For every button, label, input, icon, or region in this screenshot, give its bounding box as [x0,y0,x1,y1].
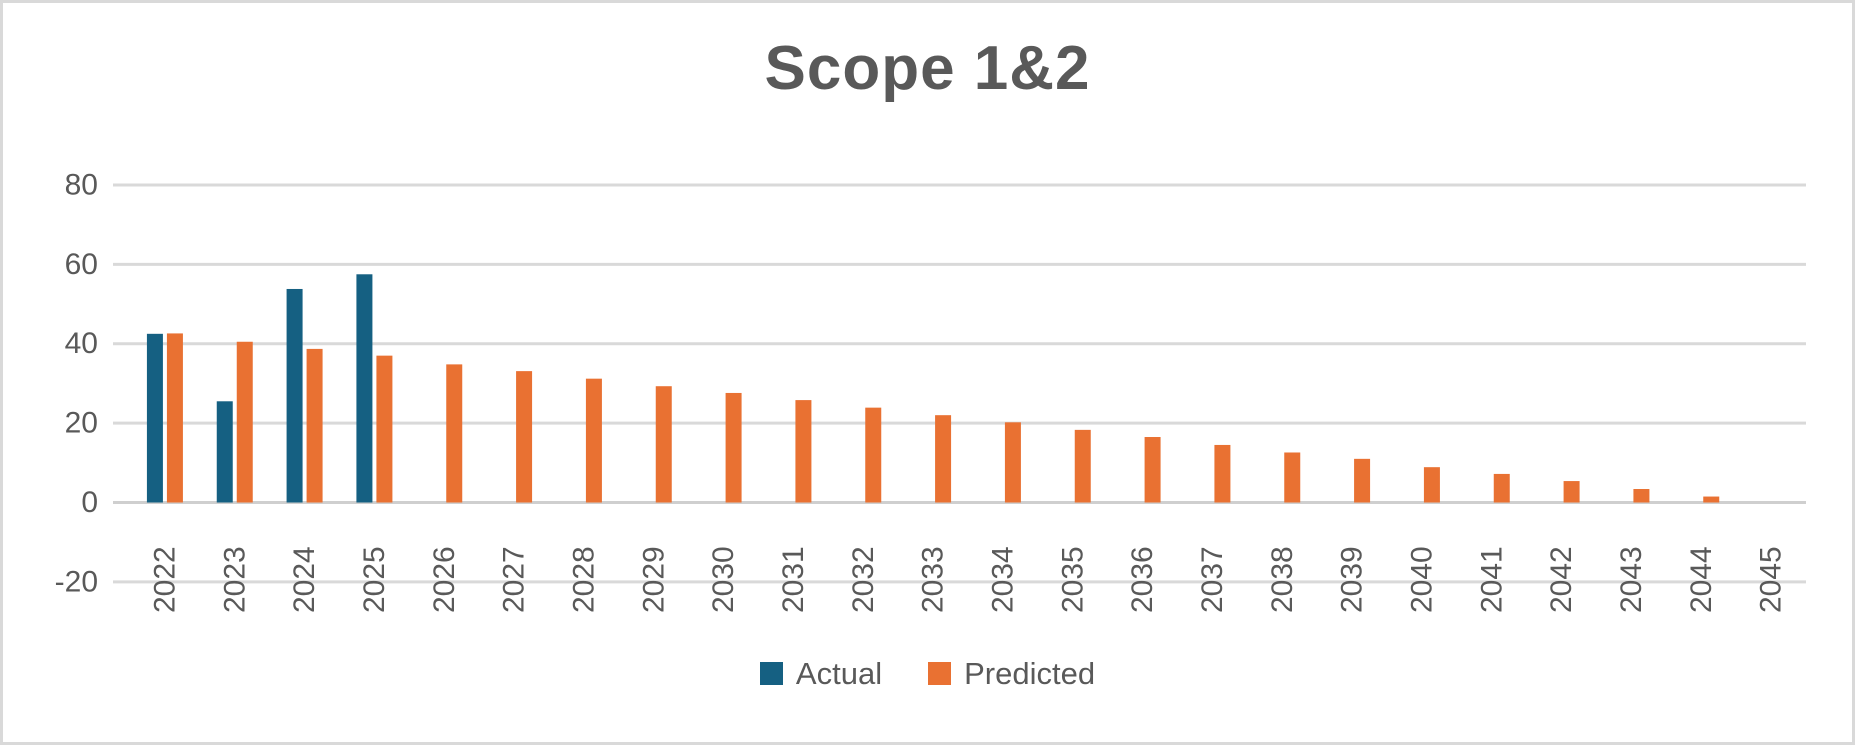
x-axis-tick-label-2038: 2038 [1266,546,1299,613]
legend-item-actual: Actual [759,656,883,691]
bar-actual-2022 [146,333,163,503]
x-axis-tick-label-2025: 2025 [358,546,391,613]
bar-predicted-2031 [795,400,812,503]
x-axis-tick-label-2036: 2036 [1126,546,1159,613]
bar-predicted-2043 [1633,489,1650,503]
x-axis-tick-label-2043: 2043 [1615,546,1648,613]
chart-legend: Actual Predicted [3,658,1852,689]
legend-label-predicted: Predicted [964,656,1096,691]
legend-swatch-predicted-icon [928,662,952,685]
bar-actual-2024 [286,288,303,503]
bar-predicted-2041 [1493,473,1510,503]
x-axis-tick-label-2023: 2023 [218,546,251,613]
x-axis-tick-label-2031: 2031 [777,546,810,613]
x-axis-tick-label-2026: 2026 [428,546,461,613]
bar-predicted-2040 [1423,467,1440,503]
bar-predicted-2037 [1214,444,1231,503]
y-axis-tick-label-20: 20 [65,407,98,440]
x-axis-tick-label-2024: 2024 [288,546,321,613]
x-axis-tick-label-2032: 2032 [847,546,880,613]
legend-swatch-actual-icon [759,662,783,685]
bar-predicted-2039 [1354,458,1371,503]
bar-predicted-2034 [1004,422,1021,503]
bar-predicted-2024 [306,348,323,503]
x-axis-tick-label-2037: 2037 [1196,546,1229,613]
chart-title: Scope 1&2 [764,34,1091,103]
x-axis-tick-label-2027: 2027 [498,546,531,613]
bar-predicted-2025 [376,355,393,503]
x-axis-tick-label-2022: 2022 [148,546,181,613]
y-axis-tick-label--20: -20 [55,565,98,598]
x-axis-tick-label-2039: 2039 [1336,546,1369,613]
x-axis-tick-label-2041: 2041 [1475,546,1508,613]
x-axis-tick-label-2028: 2028 [567,546,600,613]
y-axis-tick-label-0: 0 [81,486,98,519]
bar-predicted-2023 [236,341,253,503]
bar-predicted-2035 [1074,429,1091,503]
bar-actual-2025 [356,274,373,503]
y-axis-tick-label-80: 80 [65,168,98,201]
legend-item-predicted: Predicted [928,658,1095,689]
bar-actual-2023 [216,401,233,503]
bar-predicted-2033 [935,415,952,503]
bar-predicted-2027 [516,371,533,503]
bar-predicted-2038 [1284,452,1301,503]
bar-predicted-2030 [725,392,742,503]
bar-predicted-2042 [1563,481,1580,503]
x-axis-tick-label-2030: 2030 [707,546,740,613]
x-axis-tick-label-2045: 2045 [1755,546,1788,613]
y-axis-tick-label-60: 60 [65,248,98,281]
legend-label-actual: Actual [795,656,883,691]
bar-predicted-2044 [1703,496,1720,503]
x-axis-tick-label-2042: 2042 [1545,546,1578,613]
x-axis-tick-label-2035: 2035 [1056,546,1089,613]
bar-predicted-2028 [585,378,602,503]
x-axis-tick-label-2033: 2033 [917,546,950,613]
x-axis-tick-label-2044: 2044 [1685,546,1718,613]
bar-predicted-2026 [446,364,463,503]
x-axis-tick-label-2029: 2029 [637,546,670,613]
y-axis-tick-label-40: 40 [65,327,98,360]
bar-predicted-2036 [1144,437,1161,503]
bar-predicted-2032 [865,407,882,503]
bar-predicted-2029 [655,386,672,503]
x-axis-tick-label-2034: 2034 [986,546,1019,613]
bar-predicted-2022 [166,333,183,503]
x-axis-tick-label-2040: 2040 [1405,546,1438,613]
